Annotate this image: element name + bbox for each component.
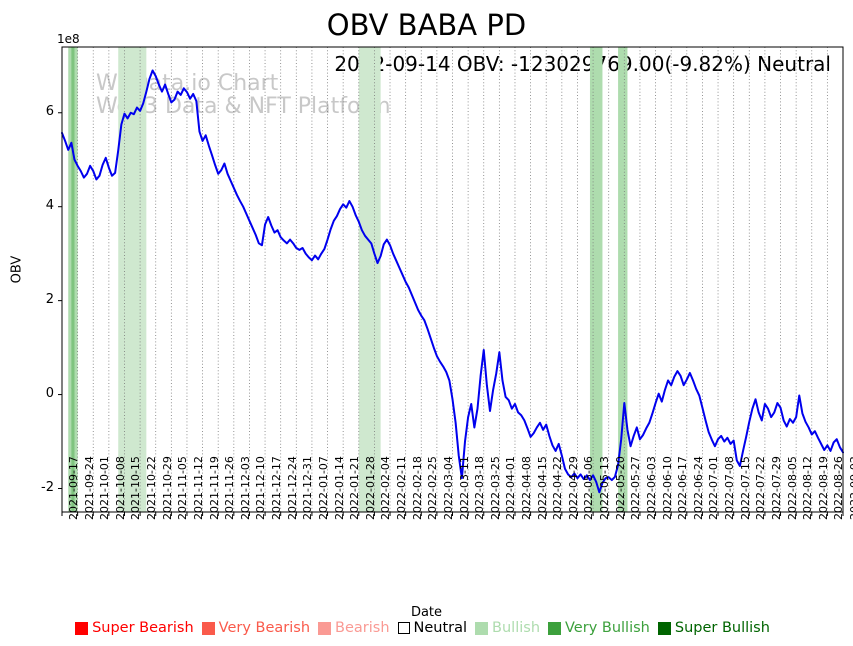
x-tick-label: 2022-06-10	[660, 456, 674, 520]
legend-label: Bearish	[335, 620, 390, 636]
x-tick-label: 2021-10-01	[98, 456, 112, 520]
chart-subtitle: 2022-09-14 OBV: -123029769.00(-9.82%) Ne…	[334, 52, 831, 76]
highlight-band	[118, 47, 147, 512]
x-tick-label: 2022-03-11	[457, 456, 471, 520]
x-tick-label: 2022-04-22	[551, 456, 565, 520]
x-tick-label: 2022-01-28	[363, 456, 377, 520]
x-tick-label: 2022-03-25	[488, 456, 502, 520]
x-tick-label: 2022-02-04	[379, 456, 393, 520]
x-tick-label: 2021-10-22	[145, 456, 159, 520]
legend-label: Super Bullish	[674, 620, 770, 636]
x-tick-label: 2021-11-26	[223, 456, 237, 520]
legend-label: Super Bearish	[92, 620, 194, 636]
x-tick-label: 2021-10-08	[113, 456, 127, 520]
highlight-band	[589, 47, 603, 512]
legend-item[interactable]: Very Bearish	[201, 620, 311, 636]
x-tick-label: 2021-12-31	[301, 456, 315, 520]
x-tick-label: 2022-05-06	[582, 456, 596, 520]
chart-legend: Super Bearish Very Bearish Bearish Neutral B…	[0, 620, 853, 636]
legend-item[interactable]: Bullish	[475, 620, 540, 636]
y-tick-label: 4	[45, 197, 54, 213]
x-tick-label: 2022-04-01	[504, 456, 518, 520]
highlight-band	[618, 47, 628, 512]
x-tick-label: 2021-10-29	[160, 456, 174, 520]
legend-item[interactable]: Super Bearish	[75, 620, 194, 636]
x-tick-label: 2022-08-19	[816, 456, 830, 520]
legend-swatch-icon	[75, 621, 89, 635]
grid-lines	[61, 47, 844, 512]
x-tick-label: 2022-02-25	[426, 456, 440, 520]
legend-label: Very Bearish	[218, 620, 311, 636]
x-tick-label: 2022-05-27	[629, 456, 643, 520]
chart-title: OBV BABA PD	[326, 8, 527, 42]
x-tick-label: 2021-12-24	[285, 456, 299, 520]
x-tick-label: 2022-08-26	[832, 456, 846, 520]
x-tick-label: 2022-09-02	[848, 456, 853, 520]
x-tick-label: 2022-06-03	[644, 456, 658, 520]
x-tick-label: 2022-08-12	[801, 456, 815, 520]
x-tick-label: 2022-06-24	[691, 456, 705, 520]
x-tick-label: 2021-11-05	[176, 456, 190, 520]
y-tick-label: -2	[41, 479, 54, 495]
y-axis-offset-label: 1e8	[57, 32, 80, 46]
legend-item[interactable]: Bearish	[318, 620, 390, 636]
x-tick-label: 2022-03-04	[441, 456, 455, 520]
x-tick-label: 2022-03-18	[473, 456, 487, 520]
x-tick-label: 2022-07-01	[707, 456, 721, 520]
axis-ticks	[58, 112, 844, 516]
x-tick-label: 2022-04-08	[519, 456, 533, 520]
legend-swatch-icon	[318, 621, 332, 635]
legend-swatch-icon	[397, 622, 410, 634]
x-tick-label: 2022-01-14	[332, 456, 346, 520]
x-tick-label: 2022-04-15	[535, 456, 549, 520]
x-tick-label: 2022-07-08	[723, 456, 737, 520]
legend-label: Bullish	[492, 620, 541, 636]
x-tick-label: 2022-04-29	[566, 456, 580, 520]
x-tick-label: 2022-07-29	[769, 456, 783, 520]
legend-item[interactable]: Super Bullish	[657, 620, 770, 636]
legend-swatch-icon	[475, 621, 489, 635]
highlight-bands	[68, 47, 628, 512]
x-tick-label: 2022-07-22	[754, 456, 768, 520]
x-tick-label: 2022-06-17	[676, 456, 690, 520]
x-tick-label: 2022-05-13	[598, 456, 612, 520]
legend-item[interactable]: Very Bullish	[548, 620, 650, 636]
x-tick-label: 2021-11-12	[191, 456, 205, 520]
x-tick-label: 2022-05-20	[613, 456, 627, 520]
x-tick-label: 2021-12-10	[254, 456, 268, 520]
x-tick-label: 2022-01-07	[316, 456, 330, 520]
x-tick-label: 2022-02-11	[395, 456, 409, 520]
x-tick-label: 2022-07-15	[738, 456, 752, 520]
highlight-band	[71, 47, 75, 512]
y-tick-label: 6	[45, 103, 54, 119]
x-tick-label: 2022-01-21	[348, 456, 362, 520]
x-tick-label: 2021-09-24	[82, 456, 96, 520]
legend-item[interactable]: Neutral	[397, 620, 468, 636]
x-tick-label: 2021-09-17	[67, 456, 80, 520]
x-tick-label: 2022-08-05	[785, 456, 799, 520]
x-tick-label: 2021-12-03	[238, 456, 252, 520]
x-tick-label: 2021-12-17	[270, 456, 284, 520]
y-tick-label: 0	[45, 385, 54, 401]
y-tick-label: 2	[45, 291, 54, 307]
legend-label: Neutral	[413, 620, 468, 636]
x-tick-label: 2021-10-15	[129, 456, 143, 520]
x-tick-label: 2021-11-19	[207, 456, 221, 520]
legend-swatch-icon	[548, 621, 562, 635]
legend-label: Very Bullish	[565, 620, 650, 636]
obv-series-line	[61, 69, 844, 494]
x-axis-label: Date	[410, 605, 443, 620]
x-tick-label: 2022-02-18	[410, 456, 424, 520]
legend-swatch-icon	[657, 621, 671, 635]
plot-frame	[61, 46, 844, 513]
legend-swatch-icon	[201, 621, 215, 635]
highlight-band	[358, 47, 381, 512]
